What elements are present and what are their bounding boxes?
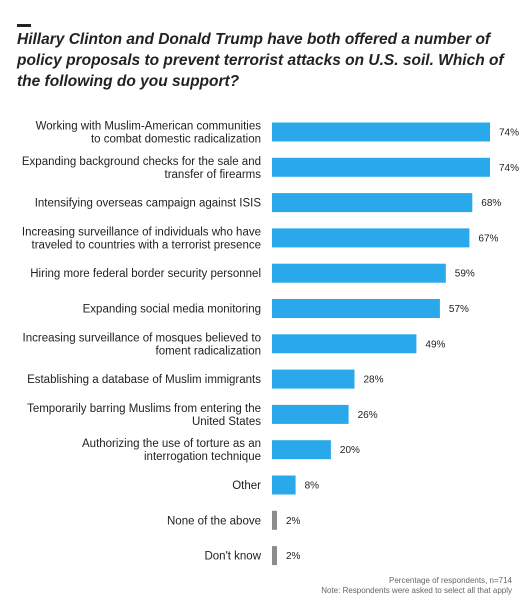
category-label: Expanding background checks for the sale… <box>22 156 261 181</box>
value-label: 57% <box>449 304 469 315</box>
bar <box>272 404 349 424</box>
category-label: Working with Muslim-American communities… <box>36 121 262 146</box>
category-label: Intensifying overseas campaign against I… <box>35 198 262 210</box>
value-label: 28% <box>364 375 384 386</box>
category-label: None of the above <box>167 515 261 527</box>
category-label: Expanding social media monitoring <box>83 304 261 316</box>
category-label-line: to combat domestic radicalization <box>91 134 261 146</box>
category-label: Don't know <box>204 551 261 563</box>
bar <box>272 157 490 177</box>
chart-footer: Percentage of respondents, n=714 Note: R… <box>321 576 512 596</box>
category-label-line: Working with Muslim-American communities <box>36 121 262 133</box>
bar <box>272 122 490 142</box>
category-label-line: Increasing surveillance of individuals w… <box>22 226 261 238</box>
category-label: Temporarily barring Muslims from enterin… <box>27 403 261 428</box>
bar <box>272 193 473 213</box>
value-label: 20% <box>340 445 360 456</box>
value-label: 59% <box>455 269 475 280</box>
bar <box>272 334 417 354</box>
value-label: 2% <box>286 516 301 527</box>
category-label-line: United States <box>192 416 261 428</box>
category-label-line: traveled to countries with a terrorist p… <box>32 239 261 251</box>
category-label-line: foment radicalization <box>156 345 261 357</box>
value-label: 74% <box>499 128 519 139</box>
category-label-line: Authorizing the use of torture as an <box>82 438 261 450</box>
category-label-line: Increasing surveillance of mosques belie… <box>23 332 261 344</box>
category-label-line: Hiring more federal border security pers… <box>30 268 261 280</box>
value-label: 49% <box>425 339 445 350</box>
bar <box>272 475 296 495</box>
category-label-line: None of the above <box>167 515 261 527</box>
category-label: Other <box>232 480 261 492</box>
bar <box>272 440 331 460</box>
bar <box>272 510 277 530</box>
category-label-line: Intensifying overseas campaign against I… <box>35 198 262 210</box>
category-label: Increasing surveillance of individuals w… <box>22 226 261 251</box>
bar <box>272 228 470 248</box>
category-label-line: interrogation technique <box>144 451 261 463</box>
category-label-line: Other <box>232 480 261 492</box>
value-label: 2% <box>286 551 301 562</box>
bar-chart: Working with Muslim-American communities… <box>22 121 519 566</box>
bar <box>272 546 277 566</box>
category-label-line: Temporarily barring Muslims from enterin… <box>27 403 261 415</box>
category-label-line: transfer of firearms <box>165 169 262 181</box>
category-label: Authorizing the use of torture as an inte… <box>82 438 261 463</box>
category-label-line: Expanding background checks for the sale… <box>22 156 261 168</box>
category-label: Establishing a database of Muslim immigr… <box>27 374 261 386</box>
respondents-note: Percentage of respondents, n=714 <box>389 576 512 585</box>
title-dash <box>17 24 31 27</box>
value-label: 26% <box>358 410 378 421</box>
category-label-line: Don't know <box>204 551 261 563</box>
category-label-line: Establishing a database of Muslim immigr… <box>27 374 261 386</box>
value-label: 68% <box>481 198 501 209</box>
chart-title: Hillary Clinton and Donald Trump have bo… <box>17 31 504 90</box>
value-label: 67% <box>478 233 498 244</box>
bar <box>272 369 355 389</box>
bar <box>272 299 440 318</box>
category-label: Increasing surveillance of mosques belie… <box>23 332 261 357</box>
value-label: 74% <box>499 163 519 174</box>
category-label: Hiring more federal border security pers… <box>30 268 261 280</box>
bar <box>272 263 446 283</box>
category-label-line: Expanding social media monitoring <box>83 304 261 316</box>
select-all-note: Note: Respondents were asked to select a… <box>321 586 512 595</box>
value-label: 8% <box>305 481 320 492</box>
